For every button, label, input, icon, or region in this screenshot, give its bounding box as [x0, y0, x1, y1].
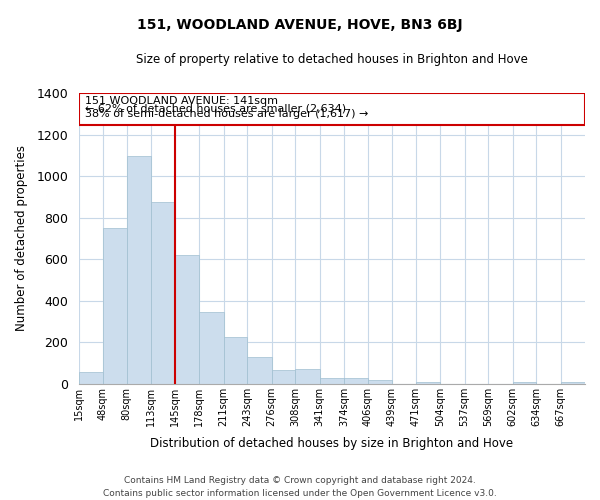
Bar	[416, 382, 440, 384]
Y-axis label: Number of detached properties: Number of detached properties	[15, 146, 28, 332]
X-axis label: Distribution of detached houses by size in Brighton and Hove: Distribution of detached houses by size …	[150, 437, 514, 450]
Bar	[151, 202, 175, 384]
Text: Contains HM Land Registry data © Crown copyright and database right 2024.
Contai: Contains HM Land Registry data © Crown c…	[103, 476, 497, 498]
Bar	[272, 370, 295, 384]
FancyBboxPatch shape	[79, 93, 585, 125]
Bar	[103, 228, 127, 384]
Bar	[512, 382, 536, 384]
Bar	[199, 312, 224, 384]
Bar	[224, 337, 247, 384]
Text: 38% of semi-detached houses are larger (1,617) →: 38% of semi-detached houses are larger (…	[85, 110, 368, 120]
Bar	[79, 372, 103, 384]
Text: 151 WOODLAND AVENUE: 141sqm: 151 WOODLAND AVENUE: 141sqm	[85, 96, 278, 106]
Title: Size of property relative to detached houses in Brighton and Hove: Size of property relative to detached ho…	[136, 52, 528, 66]
Bar	[368, 380, 392, 384]
Bar	[295, 369, 320, 384]
Bar	[247, 356, 272, 384]
Text: 151, WOODLAND AVENUE, HOVE, BN3 6BJ: 151, WOODLAND AVENUE, HOVE, BN3 6BJ	[137, 18, 463, 32]
Bar	[560, 382, 585, 384]
Bar	[344, 378, 368, 384]
Bar	[320, 378, 344, 384]
Bar	[127, 156, 151, 384]
Bar	[175, 255, 199, 384]
Text: ← 62% of detached houses are smaller (2,634): ← 62% of detached houses are smaller (2,…	[85, 103, 346, 113]
